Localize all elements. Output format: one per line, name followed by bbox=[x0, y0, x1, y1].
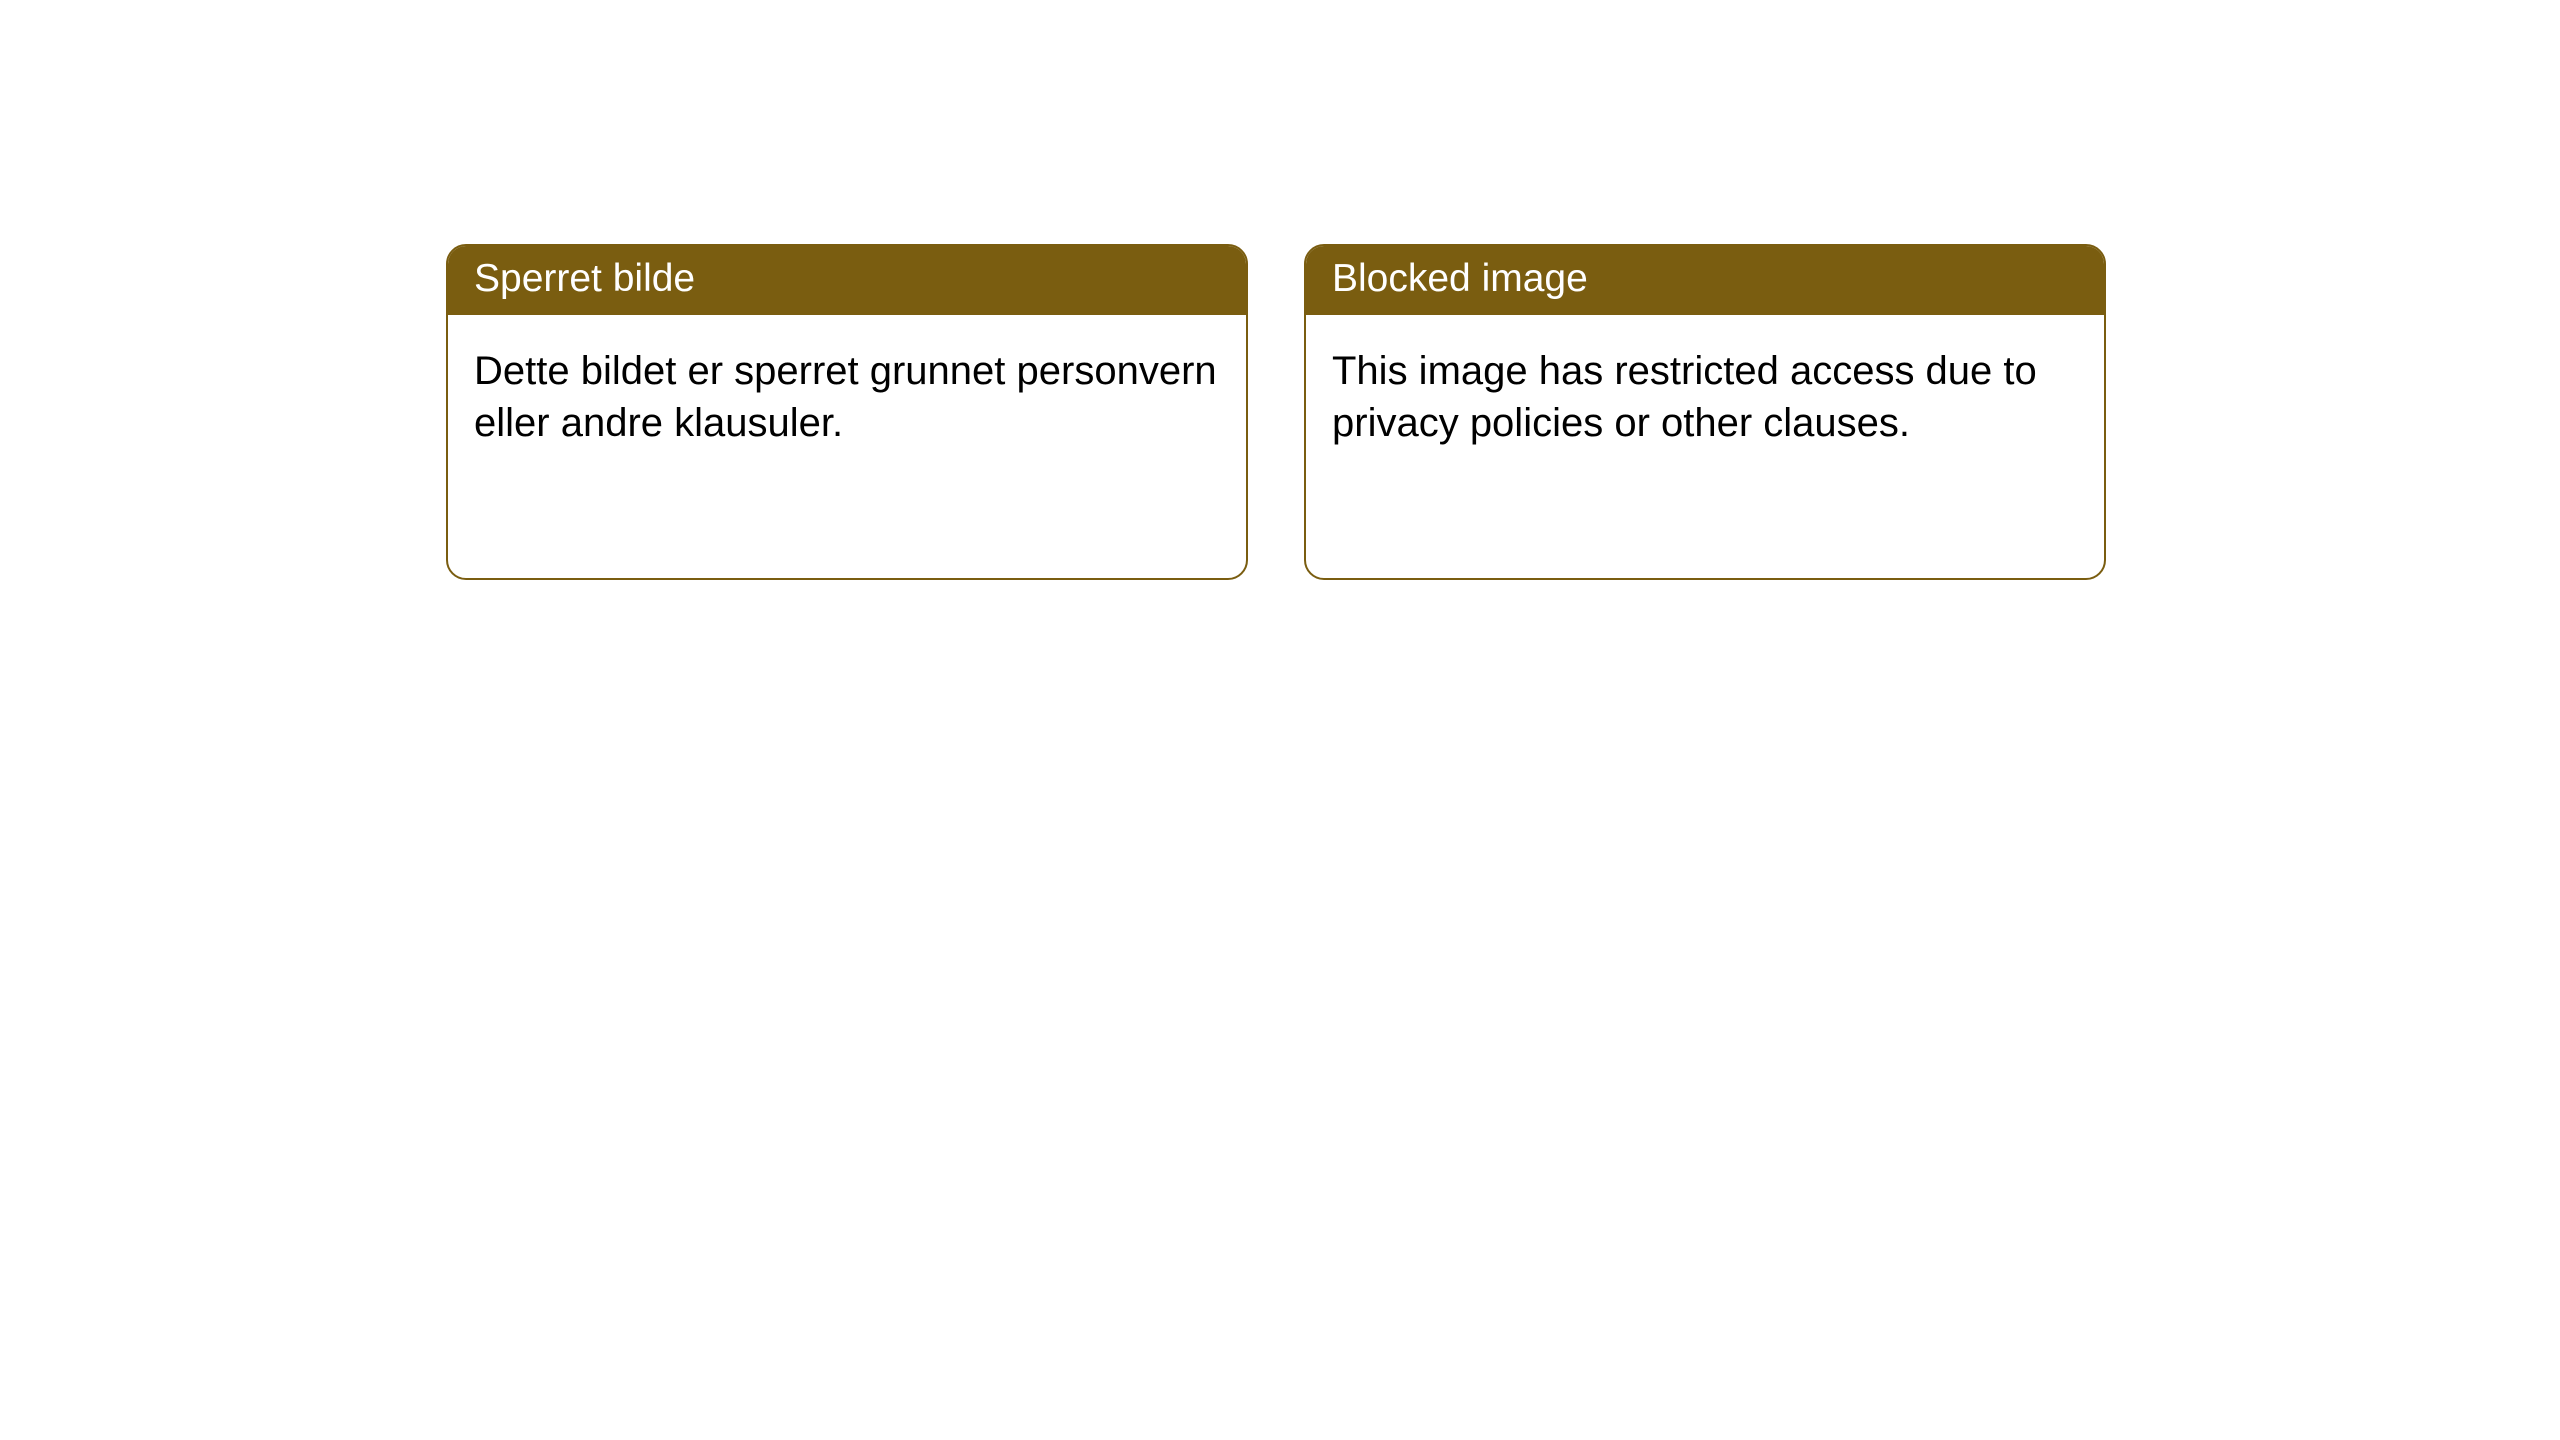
blocked-image-card-en: Blocked image This image has restricted … bbox=[1304, 244, 2106, 580]
card-body-en: This image has restricted access due to … bbox=[1306, 315, 2104, 475]
card-header-no: Sperret bilde bbox=[448, 246, 1246, 315]
cards-container: Sperret bilde Dette bildet er sperret gr… bbox=[0, 0, 2560, 580]
card-header-en: Blocked image bbox=[1306, 246, 2104, 315]
blocked-image-card-no: Sperret bilde Dette bildet er sperret gr… bbox=[446, 244, 1248, 580]
card-body-no: Dette bildet er sperret grunnet personve… bbox=[448, 315, 1246, 475]
